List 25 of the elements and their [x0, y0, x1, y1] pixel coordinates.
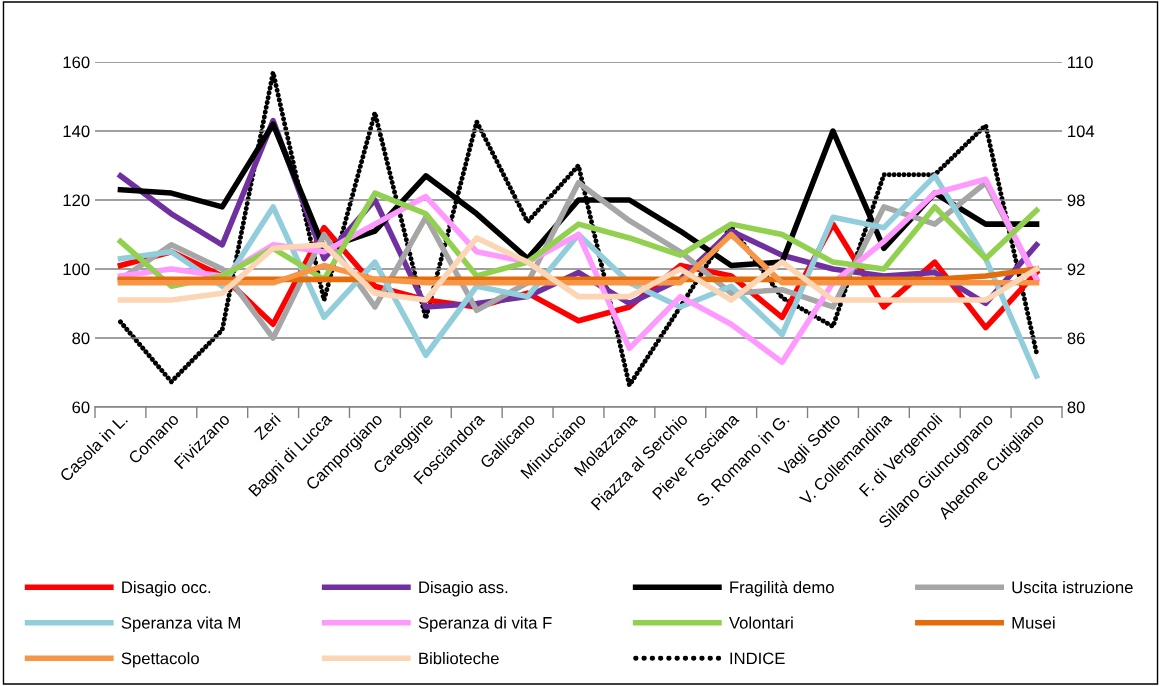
legend-label: INDICE	[730, 652, 785, 665]
y2-tick-label: 92	[1067, 263, 1085, 276]
x-tick-label: Zeri	[253, 412, 281, 441]
y-tick-label: 140	[63, 125, 90, 138]
legend-label: Uscita istruzione	[1012, 580, 1133, 594]
legend-label: Volontari	[729, 616, 793, 629]
legend-label: Musei	[1012, 616, 1055, 629]
y2-tick-label: 110	[1068, 56, 1093, 69]
legend-label: Speranza vita M	[121, 616, 240, 633]
y-tick-label: 100	[63, 263, 90, 276]
y-tick-label: 60	[72, 401, 90, 414]
legend-label: Speranza di vita F	[418, 616, 552, 633]
y-tick-label: 160	[63, 56, 90, 69]
legend-label: Disagio ass.	[419, 580, 508, 597]
legend-label: Biblioteche	[419, 652, 499, 665]
y2-tick-label: 98	[1067, 194, 1085, 207]
y-tick-label: 80	[72, 332, 90, 345]
y2-tick-label: 104	[1068, 125, 1095, 138]
legend-label: Disagio occ.	[122, 580, 211, 597]
y-tick-label: 120	[63, 194, 90, 207]
legend-label: Fragilità demo	[730, 580, 834, 597]
y2-tick-label: 80	[1067, 401, 1085, 414]
y2-tick-label: 86	[1067, 332, 1085, 345]
line-series	[118, 69, 1039, 388]
legend-label: Spettacolo	[121, 652, 199, 668]
